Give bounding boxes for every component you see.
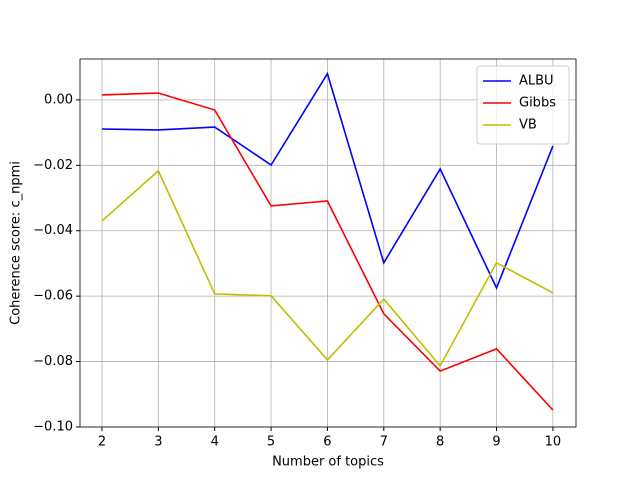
data-line	[101, 71, 554, 290]
x-tick-label: 2	[98, 435, 106, 450]
plot-frame	[79, 58, 577, 428]
y-tick-label: −0.02	[33, 158, 73, 173]
x-axis-label: Number of topics	[272, 455, 384, 470]
y-tick-label: 0.00	[44, 92, 73, 107]
y-tick-label: −0.06	[33, 289, 73, 304]
data-line	[101, 92, 554, 411]
legend-label: ALBU	[519, 74, 554, 89]
x-tick-label: 5	[267, 435, 275, 450]
y-tick-label: −0.08	[33, 354, 73, 369]
x-tick-label: 3	[154, 435, 162, 450]
y-tick-label: −0.10	[33, 420, 73, 435]
x-tick-label: 6	[323, 435, 331, 450]
y-tick-label: −0.04	[33, 223, 73, 238]
x-tick-label: 10	[545, 435, 562, 450]
y-axis-label: Coherence score: c_npmi	[9, 161, 24, 325]
legend-label: Gibbs	[519, 96, 556, 111]
x-tick-label: 9	[492, 435, 500, 450]
x-tick-label: 4	[211, 435, 219, 450]
x-tick-label: 8	[436, 435, 444, 450]
data-line	[101, 169, 554, 368]
legend-label: VB	[519, 118, 537, 133]
x-tick-label: 7	[380, 435, 388, 450]
